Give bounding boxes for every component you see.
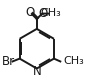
Text: O: O: [39, 7, 48, 20]
Text: CH₃: CH₃: [63, 56, 84, 66]
Text: CH₃: CH₃: [41, 8, 62, 18]
Text: N: N: [32, 65, 41, 78]
Text: Br: Br: [2, 55, 15, 68]
Text: O: O: [25, 6, 35, 19]
